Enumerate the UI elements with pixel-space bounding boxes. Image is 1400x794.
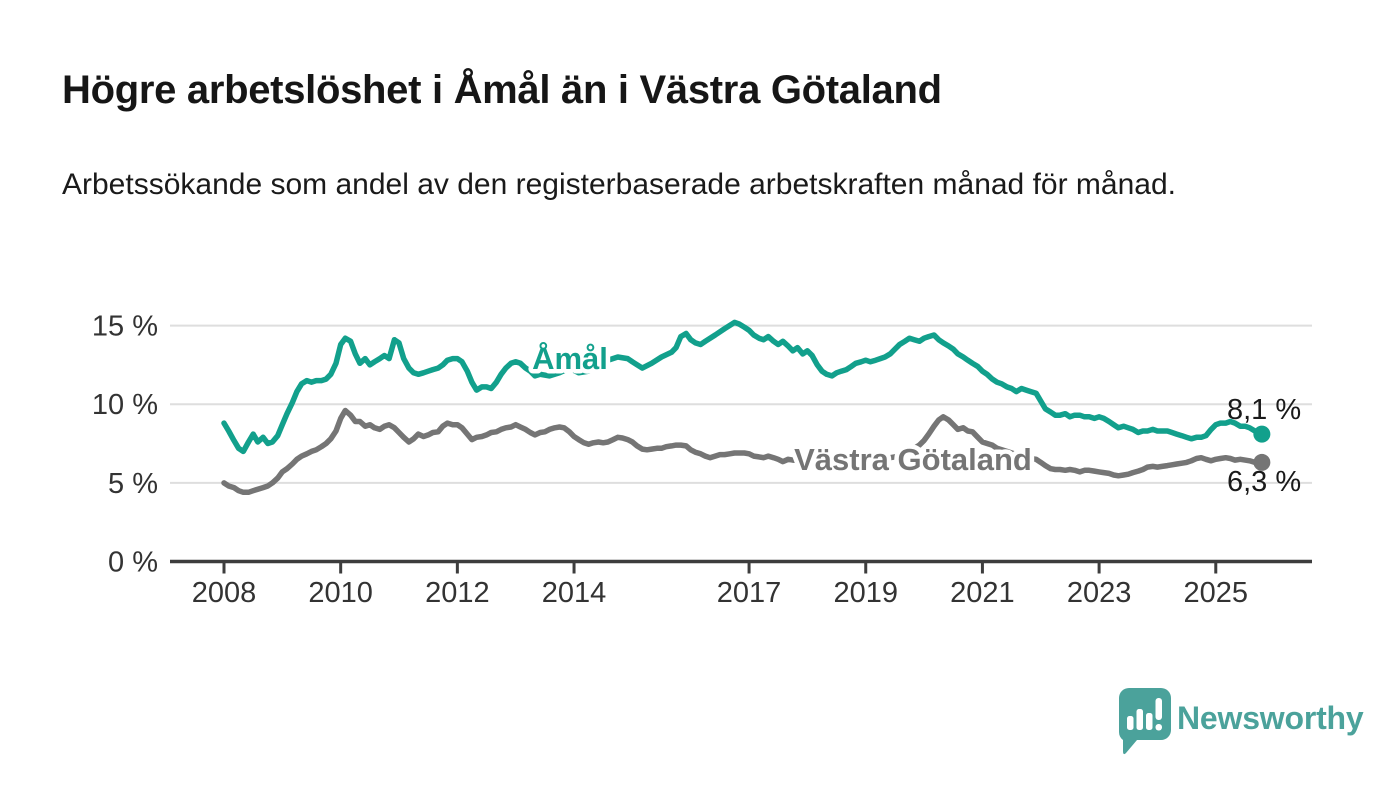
y-label-5: 5 % — [108, 468, 158, 500]
logo-bar-1 — [1127, 716, 1134, 730]
end-value-label-amal: 8,1 % — [1227, 394, 1301, 426]
logo-bubble-shape — [1119, 688, 1171, 755]
series-line-amal — [221, 319, 1265, 455]
y-label-15: 15 % — [92, 311, 158, 343]
x-label-2012: 2012 — [425, 577, 490, 609]
y-label-10: 10 % — [92, 389, 158, 421]
y-label-0: 0 % — [108, 547, 158, 579]
newsworthy-logo-icon — [1119, 688, 1171, 755]
x-label-2008: 2008 — [192, 577, 257, 609]
chart-title: Högre arbetslöshet i Åmål än i Västra Gö… — [62, 68, 942, 112]
logo-bar-3 — [1146, 713, 1153, 730]
x-label-2019: 2019 — [833, 577, 898, 609]
x-label-2014: 2014 — [542, 577, 607, 609]
logo-exclamation-dot — [1155, 724, 1162, 731]
newsworthy-logo: Newsworthy — [1115, 684, 1364, 756]
series-line-vastra-gotaland — [221, 407, 1265, 496]
series-end-dot-vastra-gotaland — [1253, 453, 1271, 471]
chart-subtitle: Arbetssökande som andel av den registerb… — [62, 168, 1176, 201]
logo-bar-2 — [1136, 709, 1143, 730]
end-value-label-vastra-gotaland: 6,3 % — [1227, 466, 1301, 498]
series-label-vastra-gotaland: Västra Götaland — [794, 442, 1032, 477]
series-label-amal: Åmål — [532, 341, 608, 376]
x-label-2023: 2023 — [1067, 577, 1132, 609]
series-end-dot-amal — [1253, 425, 1271, 443]
x-label-2025: 2025 — [1184, 577, 1249, 609]
newsworthy-logo-text: Newsworthy — [1177, 700, 1364, 736]
x-label-2017: 2017 — [717, 577, 782, 609]
x-label-2010: 2010 — [308, 577, 373, 609]
logo-exclamation-bar — [1155, 698, 1162, 720]
x-label-2021: 2021 — [950, 577, 1015, 609]
